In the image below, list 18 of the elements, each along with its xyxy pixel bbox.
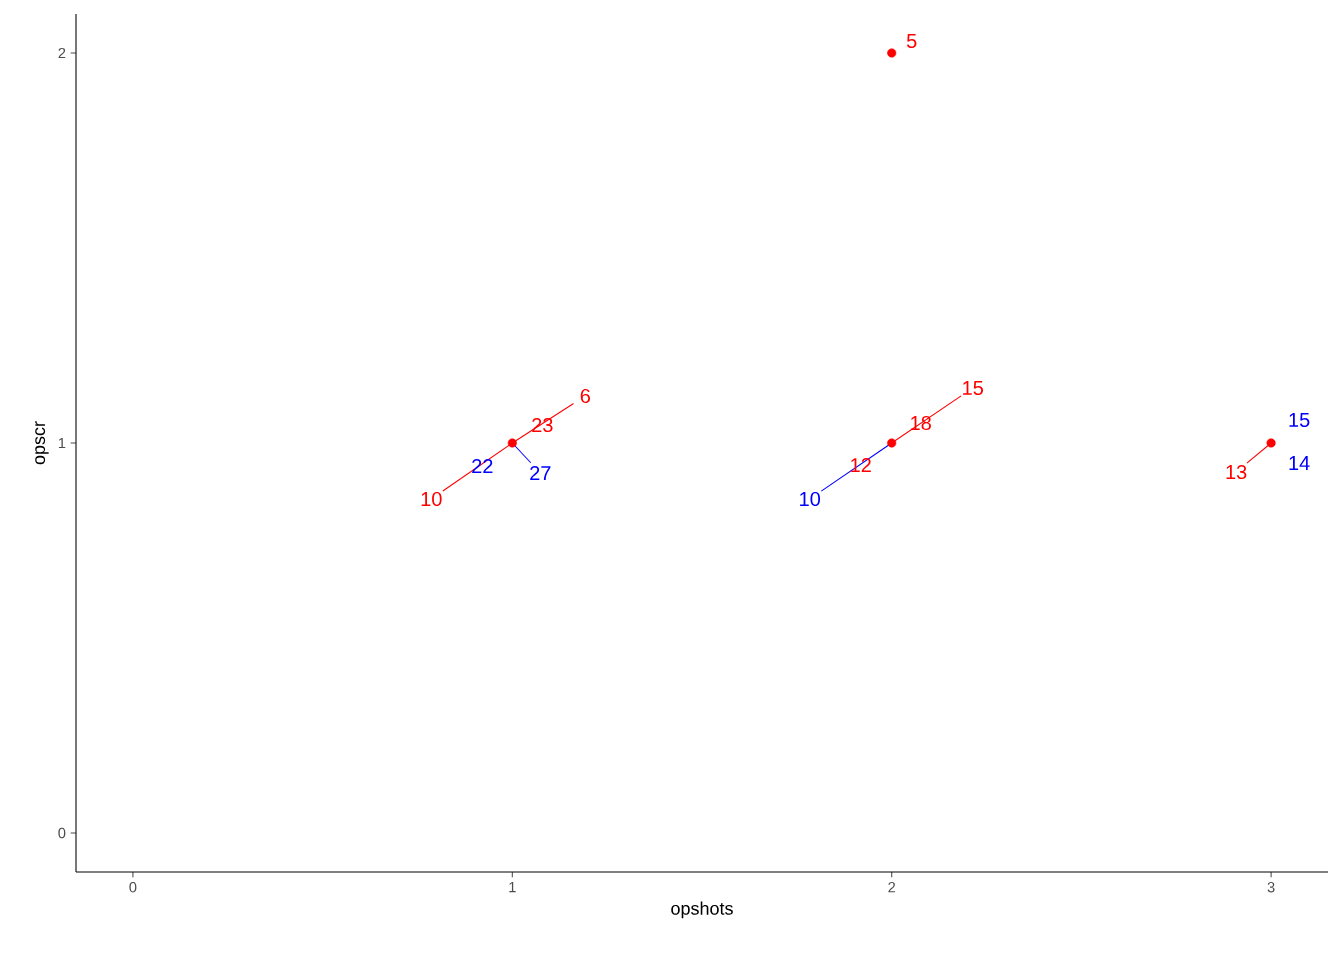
annotation: 13	[1226, 464, 1247, 480]
annotation: 10	[421, 491, 442, 507]
annotation: 14	[1289, 456, 1310, 470]
annotation: 27	[530, 466, 551, 480]
y-tick-label: 1	[58, 437, 66, 449]
annotation: 6	[580, 388, 590, 404]
x-axis-title: opshots	[671, 901, 733, 919]
y-tick-label: 2	[58, 47, 66, 59]
annotation: 15	[963, 381, 983, 395]
annotation: 15	[1289, 413, 1310, 427]
x-tick-label: 2	[888, 882, 896, 893]
y-axis-title: opscr	[35, 421, 49, 465]
x-tick-label: 1	[509, 882, 516, 893]
x-tick-label: 0	[129, 882, 137, 893]
annotation: 5	[906, 34, 917, 48]
annotation: 10	[800, 491, 821, 507]
y-tick-label: 0	[58, 827, 66, 839]
x-tick-label: 3	[1267, 882, 1275, 893]
